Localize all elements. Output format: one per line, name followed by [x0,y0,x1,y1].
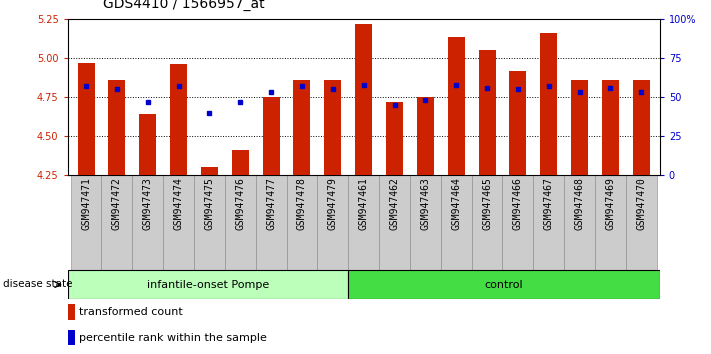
Text: GSM947478: GSM947478 [297,177,307,230]
Bar [70,175,102,270]
Bar [287,175,317,270]
Bar [602,80,619,175]
Bar [68,330,75,346]
Bar [386,102,403,175]
Bar [132,175,163,270]
Bar [163,175,194,270]
Bar [479,51,496,175]
Bar [317,175,348,270]
Text: GSM947472: GSM947472 [112,177,122,230]
Text: control: control [485,280,523,290]
Bar [571,80,588,175]
Bar [324,80,341,175]
Bar [533,175,565,270]
Bar [441,175,471,270]
Bar [410,175,441,270]
Bar [595,175,626,270]
Bar [448,36,465,175]
Text: transformed count: transformed count [79,307,183,317]
Bar [256,175,287,270]
Text: GSM947479: GSM947479 [328,177,338,230]
Text: GSM947471: GSM947471 [81,177,91,230]
Text: GSM947473: GSM947473 [143,177,153,230]
Text: GDS4410 / 1566957_at: GDS4410 / 1566957_at [103,0,264,11]
Text: GSM947470: GSM947470 [636,177,646,230]
Bar [356,24,372,175]
Text: percentile rank within the sample: percentile rank within the sample [79,333,267,343]
Text: GSM947475: GSM947475 [205,177,215,230]
Bar [471,175,503,270]
Bar [633,80,650,175]
Text: GSM947462: GSM947462 [390,177,400,230]
Text: GSM947464: GSM947464 [451,177,461,230]
Bar [417,97,434,175]
Bar [348,175,379,270]
Bar [626,175,657,270]
Text: GSM947467: GSM947467 [544,177,554,230]
Bar [201,167,218,175]
Bar [540,33,557,175]
Bar [232,150,249,175]
Text: disease state: disease state [4,279,73,289]
Text: GSM947468: GSM947468 [574,177,584,230]
Bar [170,64,187,175]
Bar [108,80,125,175]
Text: GSM947461: GSM947461 [358,177,369,230]
Bar [503,175,533,270]
Bar [68,270,348,299]
Text: GSM947477: GSM947477 [266,177,276,230]
Bar [294,80,311,175]
Bar [77,63,95,175]
Text: GSM947465: GSM947465 [482,177,492,230]
Bar [225,175,256,270]
Bar [139,114,156,175]
Text: GSM947463: GSM947463 [420,177,430,230]
Text: GSM947474: GSM947474 [173,177,183,230]
Bar [194,175,225,270]
Bar [565,175,595,270]
Text: GSM947466: GSM947466 [513,177,523,230]
Bar [262,97,279,175]
Bar [348,270,660,299]
Bar [509,71,526,175]
Bar [379,175,410,270]
Bar [102,175,132,270]
Text: GSM947469: GSM947469 [606,177,616,230]
Text: GSM947476: GSM947476 [235,177,245,230]
Text: infantile-onset Pompe: infantile-onset Pompe [146,280,269,290]
Bar [68,304,75,320]
